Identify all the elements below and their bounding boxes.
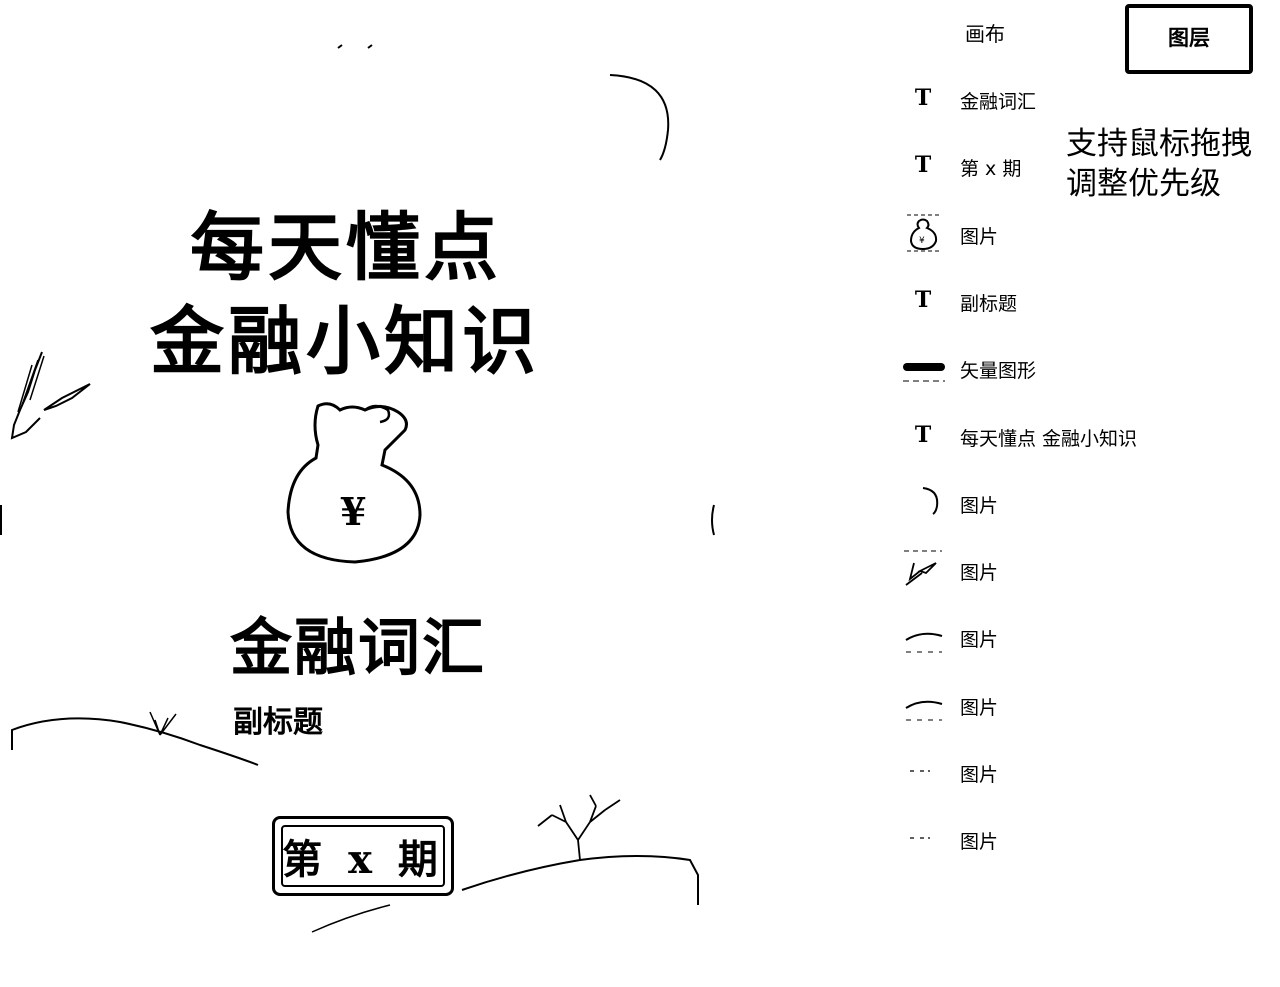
text-icon: T [914, 287, 932, 313]
layer-label: 矢量图形 [960, 360, 1037, 382]
hint-line-1: 支持鼠标拖拽 [1066, 126, 1252, 162]
layer-label: 图片 [960, 226, 999, 248]
layer-row[interactable]: 图片 [898, 810, 1128, 866]
layer-row[interactable]: T 金融词汇 [898, 70, 1128, 126]
layer-label: 金融词汇 [960, 91, 1037, 113]
drag-hint: 支持鼠标拖拽 调整优先级 [1066, 124, 1252, 204]
text-icon: T [914, 85, 932, 111]
dots-thumbnail [898, 751, 948, 791]
hint-line-2: 调整优先级 [1066, 166, 1221, 202]
hill-thumbnail [898, 616, 948, 656]
svg-text:¥: ¥ [919, 236, 925, 246]
arc-thumbnail [898, 482, 948, 522]
money-bag-thumbnail: ¥ [898, 213, 948, 253]
layer-row[interactable]: 图片 [898, 676, 1128, 732]
bird-thumbnail [898, 549, 948, 589]
text-icon: T [914, 422, 932, 448]
layer-label: 第 x 期 [960, 158, 1022, 180]
layer-row[interactable]: 矢量图形 [898, 339, 1128, 395]
issue-badge-text: 第 x 期 [281, 825, 445, 887]
moon-arc-image[interactable] [609, 74, 670, 161]
bottom-hill-image[interactable] [311, 904, 391, 933]
layer-label: 图片 [960, 764, 999, 786]
layer-label: 每天懂点 金融小知识 [960, 428, 1138, 450]
layer-label: 图片 [960, 629, 999, 651]
decor-marks [337, 44, 373, 49]
layer-row[interactable]: 图片 [898, 541, 1128, 597]
yen-symbol: ¥ [340, 489, 366, 534]
design-canvas[interactable]: ¥ 每天懂点 金融小知识 金融词汇 副标题 第 x 期 [0, 0, 720, 987]
issue-badge[interactable]: 第 x 期 [272, 816, 454, 896]
layer-label: 图片 [960, 697, 999, 719]
text-icon: T [914, 152, 932, 178]
layer-row[interactable]: T 每天懂点 金融小知识 [898, 407, 1137, 463]
layer-label: 图片 [960, 562, 999, 584]
layer-row[interactable]: 图片 [898, 474, 1128, 530]
heading-text[interactable]: 金融词汇 [230, 611, 487, 684]
tab-canvas[interactable]: 画布 [965, 22, 1005, 46]
tree-hill-image[interactable] [461, 794, 699, 905]
layer-label: 图片 [960, 495, 999, 517]
layer-label: 副标题 [960, 293, 1018, 315]
layer-label: 图片 [960, 831, 999, 853]
subtitle-text[interactable]: 副标题 [233, 705, 323, 740]
layer-row[interactable]: T 副标题 [898, 272, 1128, 328]
bird-image[interactable] [10, 351, 91, 440]
left-hill-image[interactable] [11, 711, 259, 766]
line-thumbnail [898, 347, 948, 387]
layer-row[interactable]: 图片 [898, 608, 1128, 664]
hill-thumbnail [898, 684, 948, 724]
main-title-line-2[interactable]: 金融小知识 [150, 299, 540, 385]
canvas-decorations: ¥ [0, 44, 715, 933]
layer-row[interactable]: ¥ 图片 [898, 205, 1128, 261]
layer-row[interactable]: 图片 [898, 743, 1128, 799]
money-bag-image[interactable]: ¥ [286, 402, 422, 564]
dots-thumbnail [898, 818, 948, 858]
main-title-line-1[interactable]: 每天懂点 [190, 205, 502, 291]
tab-layers[interactable]: 图层 [1125, 4, 1253, 74]
